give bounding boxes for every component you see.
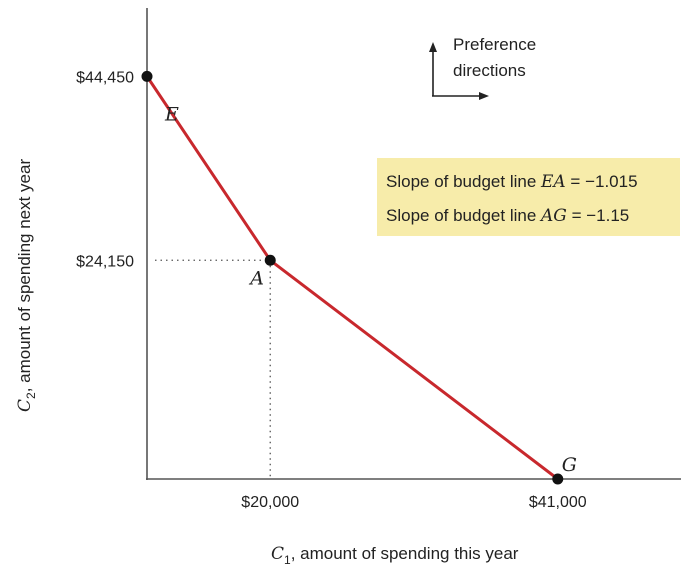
point-a (264, 254, 276, 266)
slope-ea-value: = −1.015 (565, 172, 638, 191)
slope-ea: Slope of budget line EA = −1.015 (386, 167, 680, 201)
point-e (141, 70, 153, 82)
data-points: EAG (141, 70, 577, 485)
preference-right-arrowhead (479, 92, 489, 100)
preference-directions-annotation: Preference directions (429, 35, 536, 100)
x-axis-title: C1, amount of spending this year (271, 544, 519, 567)
point-label-e: E (164, 103, 179, 125)
slope-ea-segment: EA (541, 172, 566, 192)
y-tick-label-1: $24,150 (76, 253, 134, 270)
point-g (552, 473, 564, 485)
point-label-a: A (248, 267, 264, 289)
preference-label-line2: directions (453, 61, 526, 80)
x-tick-label-0: $20,000 (241, 494, 299, 511)
budget-line (145, 75, 559, 481)
y-axis-title: C2, amount of spending next year (15, 159, 38, 412)
preference-label-line1: Preference (453, 35, 536, 54)
slope-ea-prefix: Slope of budget line (386, 172, 542, 191)
slope-annotation-box: Slope of budget line EA = −1.015 Slope o… (377, 158, 680, 236)
point-label-g: G (562, 454, 577, 476)
y-axis-symbol: C (15, 399, 35, 412)
tick-labels: $20,000 $41,000 $44,450 $24,150 (76, 69, 587, 511)
series-budget-line (145, 75, 559, 481)
slope-ag-prefix: Slope of budget line (386, 206, 542, 225)
slope-ag-segment: AG (541, 206, 567, 226)
y-tick-label-0: $44,450 (76, 69, 134, 86)
y-axis-subscript: 2 (24, 392, 38, 399)
x-axis-text: , amount of spending this year (291, 544, 519, 563)
slope-ag: Slope of budget line AG = −1.15 (386, 201, 680, 235)
x-axis-symbol: C (271, 544, 284, 564)
x-tick-label-1: $41,000 (529, 494, 587, 511)
preference-up-arrowhead (429, 42, 437, 52)
reference-lines (155, 259, 271, 479)
y-axis-text: , amount of spending next year (15, 159, 34, 393)
x-axis-subscript: 1 (284, 553, 291, 567)
axes (146, 8, 681, 480)
slope-ag-value: = −1.15 (566, 206, 630, 225)
